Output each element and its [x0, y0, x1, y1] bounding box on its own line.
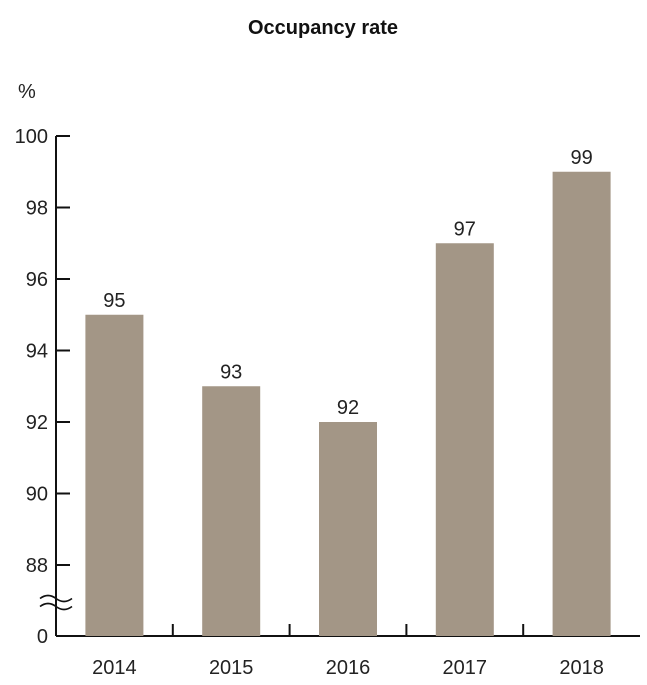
y-tick-label: 100: [15, 126, 48, 148]
data-labels: 95 93 92 97 99: [103, 147, 592, 419]
data-label-2017: 97: [454, 218, 476, 240]
bars: [85, 171, 611, 636]
y-tick-label: 0: [37, 626, 48, 648]
axis-break-mark: [39, 594, 73, 603]
data-label-2016: 92: [337, 397, 359, 419]
x-tick-label-2015: 2015: [209, 657, 254, 679]
y-tick-label: 96: [26, 269, 48, 291]
axes: 0 88 90 92 94 96 98 100 2014 2015 2016 2017 2018: [15, 126, 640, 679]
bar-2014: [85, 314, 144, 636]
y-tick-label: 98: [26, 198, 48, 220]
x-tick-label-2016: 2016: [326, 657, 371, 679]
data-label-2018: 99: [570, 147, 592, 169]
x-tick-label-2018: 2018: [559, 657, 604, 679]
x-tick-label-2017: 2017: [443, 657, 488, 679]
axis-break-mark: [39, 602, 73, 611]
data-label-2015: 93: [220, 361, 242, 383]
bar-2017: [435, 243, 494, 636]
data-label-2014: 95: [103, 290, 125, 312]
y-tick-label: 90: [26, 484, 48, 506]
y-tick-label: 94: [26, 341, 48, 363]
y-tick-label: 88: [26, 555, 48, 577]
chart-title: Occupancy rate: [248, 17, 398, 39]
y-axis-unit-label: %: [18, 81, 36, 103]
bar-2015: [202, 386, 261, 636]
bar-2016: [319, 422, 377, 636]
bar-2018: [552, 171, 611, 636]
x-tick-label-2014: 2014: [92, 657, 137, 679]
y-tick-label: 92: [26, 412, 48, 434]
